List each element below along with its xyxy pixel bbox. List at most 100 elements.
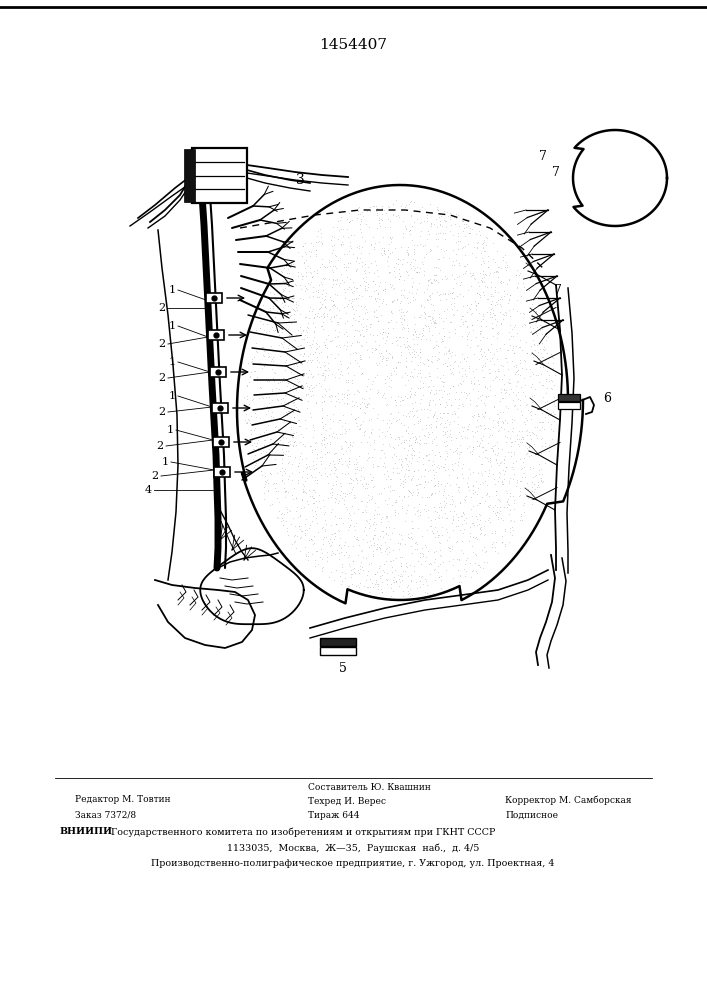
Point (323, 254, 334, 270)
Point (409, 246, 420, 262)
Point (333, 361, 344, 377)
Point (419, 468, 430, 484)
Point (440, 286, 451, 302)
Point (410, 329, 421, 345)
Point (336, 440, 347, 456)
Point (484, 427, 496, 443)
Point (396, 457, 407, 473)
Point (499, 385, 510, 401)
Point (400, 350, 411, 366)
Point (296, 451, 308, 467)
Point (399, 450, 411, 466)
Point (296, 271, 308, 287)
Point (307, 269, 318, 285)
Point (312, 265, 323, 281)
Point (303, 243, 315, 259)
Point (519, 416, 530, 432)
Point (407, 327, 419, 343)
Point (511, 472, 522, 488)
Point (262, 316, 273, 332)
Point (395, 536, 406, 552)
Point (355, 462, 366, 478)
Point (526, 292, 537, 308)
Point (425, 566, 436, 582)
Point (464, 533, 475, 549)
Point (399, 272, 410, 288)
Point (377, 282, 388, 298)
Point (305, 235, 317, 251)
Point (431, 352, 443, 368)
Point (433, 382, 445, 398)
Point (469, 484, 481, 500)
Point (286, 339, 297, 355)
Point (313, 487, 325, 503)
Point (400, 423, 411, 439)
Point (477, 362, 488, 378)
Point (493, 363, 505, 379)
Point (510, 478, 521, 494)
Point (279, 274, 291, 290)
Point (445, 296, 457, 312)
Point (388, 552, 399, 568)
Point (380, 335, 391, 351)
Point (279, 276, 290, 292)
Point (414, 236, 426, 252)
Point (362, 579, 373, 595)
Point (354, 400, 366, 416)
Point (402, 405, 414, 421)
Point (282, 415, 293, 431)
Point (488, 438, 499, 454)
Point (312, 223, 324, 239)
Point (412, 415, 423, 431)
Point (259, 343, 270, 359)
Point (286, 381, 297, 397)
Point (310, 341, 322, 357)
Point (361, 203, 373, 219)
Point (327, 298, 338, 314)
Point (419, 306, 431, 322)
Point (488, 305, 499, 321)
Point (506, 512, 517, 528)
Point (331, 329, 342, 345)
Point (296, 337, 307, 353)
Point (435, 580, 446, 596)
Point (284, 468, 295, 484)
Point (346, 393, 358, 409)
Point (472, 285, 483, 301)
Point (358, 299, 370, 315)
Point (487, 534, 498, 550)
Point (341, 334, 353, 350)
Point (327, 297, 338, 313)
Point (496, 474, 508, 490)
Point (322, 475, 333, 491)
Point (474, 476, 486, 492)
Point (274, 432, 286, 448)
Point (440, 345, 452, 361)
Point (329, 508, 341, 524)
Point (465, 501, 477, 517)
Point (328, 456, 339, 472)
Point (475, 325, 486, 341)
Point (281, 404, 292, 420)
Point (371, 200, 382, 216)
Point (402, 320, 414, 336)
Point (500, 448, 511, 464)
Point (342, 522, 354, 538)
Point (327, 264, 339, 280)
Point (414, 411, 426, 427)
Point (426, 311, 438, 327)
Point (423, 426, 434, 442)
Point (513, 438, 525, 454)
Point (474, 507, 486, 523)
Point (341, 298, 352, 314)
Point (474, 289, 485, 305)
Point (358, 395, 370, 411)
Point (500, 350, 511, 366)
Point (469, 407, 480, 423)
Point (443, 487, 454, 503)
Point (457, 373, 469, 389)
Point (435, 572, 446, 588)
Point (356, 394, 368, 410)
Point (358, 328, 370, 344)
Point (322, 327, 333, 343)
